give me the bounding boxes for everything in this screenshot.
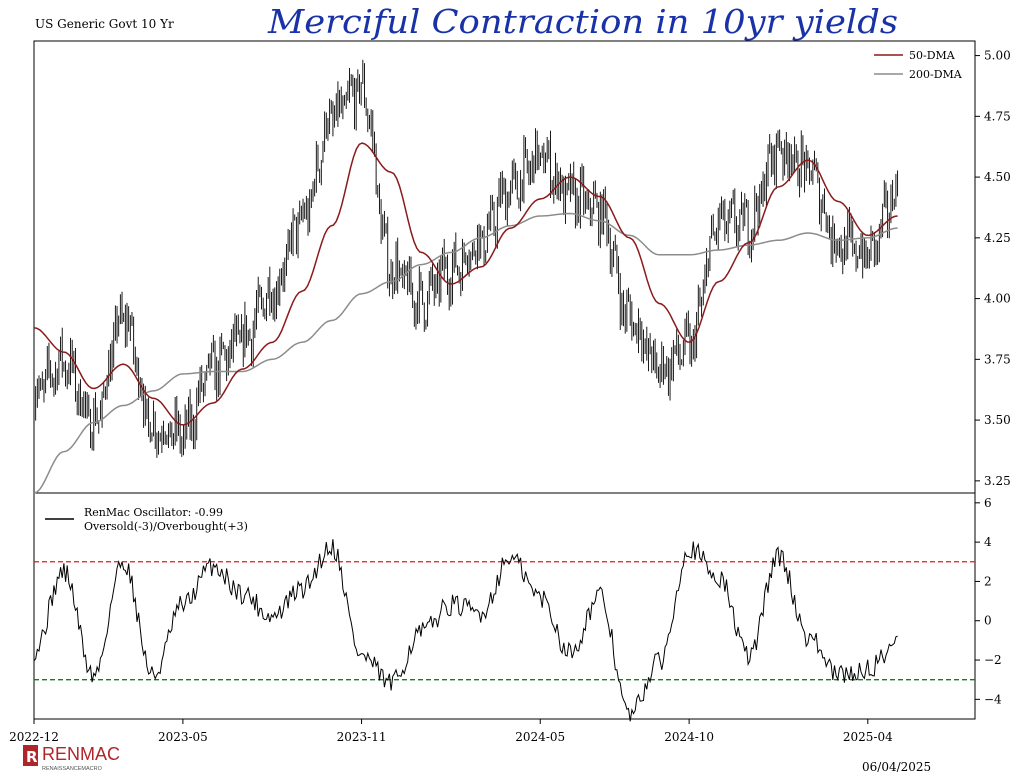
dma50-line: [33, 142, 898, 426]
legend-label-oversold-overbought: Oversold(-3)/Overbought(+3): [84, 520, 248, 533]
oscillator-panel-frame: [33, 492, 976, 720]
price-y-tick-label: 4.50: [984, 170, 1011, 184]
legend-label-oscillator: RenMac Oscillator: -0.99: [84, 506, 223, 519]
oscillator-line-group: [33, 539, 898, 722]
legend-label-200dma: 200-DMA: [909, 68, 963, 81]
x-tick-label: 2024-10: [664, 730, 714, 744]
price-y-tick-label: 4.75: [984, 109, 1011, 123]
price-panel-title: US Generic Govt 10 Yr: [35, 17, 174, 31]
renmac-logo-name: RENMAC: [42, 744, 120, 764]
price-y-tick-label: 3.25: [984, 474, 1011, 488]
x-axis: 2022-12 2023-05 2023-11 2024-05 2024-10 2025-…: [9, 719, 893, 744]
renmac-logo-subtitle: RENAISSANCEMACRO: [42, 766, 103, 772]
handwritten-annotation: Merciful Contraction in 10yr yields: [267, 2, 898, 41]
renmac-logo: R RENMAC RENAISSANCEMACRO: [23, 744, 120, 772]
x-tick-label: 2023-11: [337, 730, 387, 744]
oscillator-y-tick-label: 2: [984, 574, 992, 588]
oscillator-legend: RenMac Oscillator: -0.99 Oversold(-3)/Ov…: [45, 506, 248, 533]
oscillator-y-axis: 6 4 2 0 −2 −4: [975, 496, 1002, 706]
oscillator-y-tick-label: 0: [984, 614, 992, 628]
x-tick-label: 2023-05: [158, 730, 208, 744]
oscillator-line: [33, 539, 898, 722]
oscillator-y-tick-label: 6: [984, 496, 992, 510]
price-ohlc-bars: [33, 59, 899, 458]
date-stamp: 06/04/2025: [862, 760, 931, 774]
renmac-logo-mark-letter: R: [26, 748, 38, 766]
legend-label-50dma: 50-DMA: [909, 49, 956, 62]
x-tick-label: 2022-12: [9, 730, 59, 744]
oscillator-reference-lines: [34, 561, 975, 681]
x-tick-label: 2025-04: [843, 730, 893, 744]
price-y-tick-label: 4.25: [984, 231, 1011, 245]
oscillator-y-tick-label: −4: [984, 692, 1002, 706]
price-y-tick-label: 3.75: [984, 352, 1011, 366]
price-y-tick-label: 5.00: [984, 49, 1011, 63]
x-tick-label: 2024-05: [515, 730, 565, 744]
price-y-tick-label: 3.50: [984, 413, 1011, 427]
oscillator-y-tick-label: 4: [984, 535, 992, 549]
dma200-line: [33, 212, 898, 494]
oscillator-y-tick-label: −2: [984, 653, 1002, 667]
renmac-logo-mark: [23, 745, 38, 766]
price-legend: 50-DMA 200-DMA: [874, 49, 963, 81]
price-y-tick-label: 4.00: [984, 292, 1011, 306]
price-y-axis: 5.00 4.75 4.50 4.25 4.00 3.75 3.50 3.25: [975, 49, 1011, 488]
moving-average-lines: [33, 142, 898, 494]
